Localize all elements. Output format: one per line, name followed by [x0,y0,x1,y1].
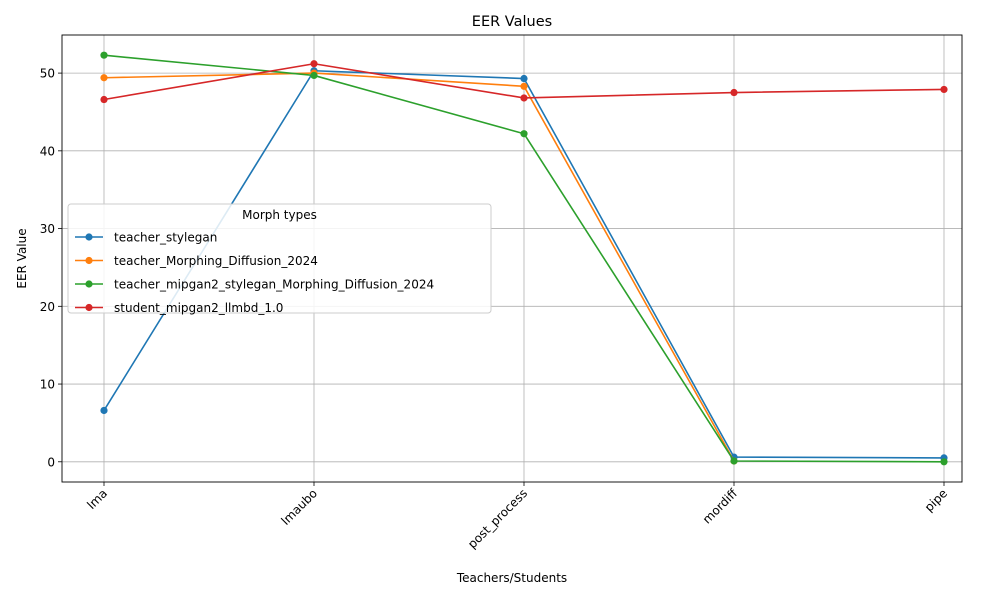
legend-marker [85,233,93,241]
y-axis-ticks: 0 10 20 30 40 50 [40,67,62,469]
data-point [520,82,528,90]
series-3 [100,60,948,104]
data-point [310,60,318,68]
data-point [520,74,528,83]
data-point [520,94,528,102]
x-axis-label: Teachers/Students [456,571,567,585]
legend-title: Morph types [242,208,317,222]
legend-entry: teacher_mipgan2_stylegan_Morphing_Diffus… [114,278,434,292]
legend-box [67,203,492,314]
series-line [103,72,735,462]
plot-frame [61,34,963,483]
y-tick-label: 0 [47,455,55,469]
data-point [940,85,948,94]
legend-entry: teacher_stylegan [114,231,217,245]
data-point [730,88,738,97]
legend-marker [85,280,93,288]
legend-marker [85,256,93,265]
data-point [520,130,528,138]
legend-entry: student_mipgan2_llmbd_1.0 [114,301,283,315]
y-tick-label: 40 [40,144,55,158]
x-tick-label: pipe [922,486,950,514]
legend-entry: teacher_Morphing_Diffusion_2024 [114,254,318,268]
data-point [310,71,318,80]
data-point [100,95,108,104]
data-point [100,51,108,59]
data-point [100,406,108,415]
legend: Morph types teacher_stylegan teacher_Morp… [67,203,492,315]
legend-marker [85,303,93,312]
x-axis-ticks: lma lmaubo post_process mordiff pipe [84,482,950,551]
data-point [100,74,108,82]
y-axis-label: EER Value [15,228,29,288]
x-tick-label: mordiff [700,486,741,527]
x-tick-label: lmaubo [278,486,320,528]
y-tick-label: 10 [40,378,55,392]
y-tick-label: 30 [40,222,55,236]
data-point [730,457,738,465]
y-tick-label: 20 [40,300,55,314]
data-point [940,458,948,466]
x-tick-label: lma [84,486,110,512]
x-tick-label: post_process [465,486,530,551]
series-layer [100,51,948,466]
y-tick-label: 50 [40,67,55,81]
series-2 [100,51,948,466]
chart-title: EER Values [472,14,552,30]
